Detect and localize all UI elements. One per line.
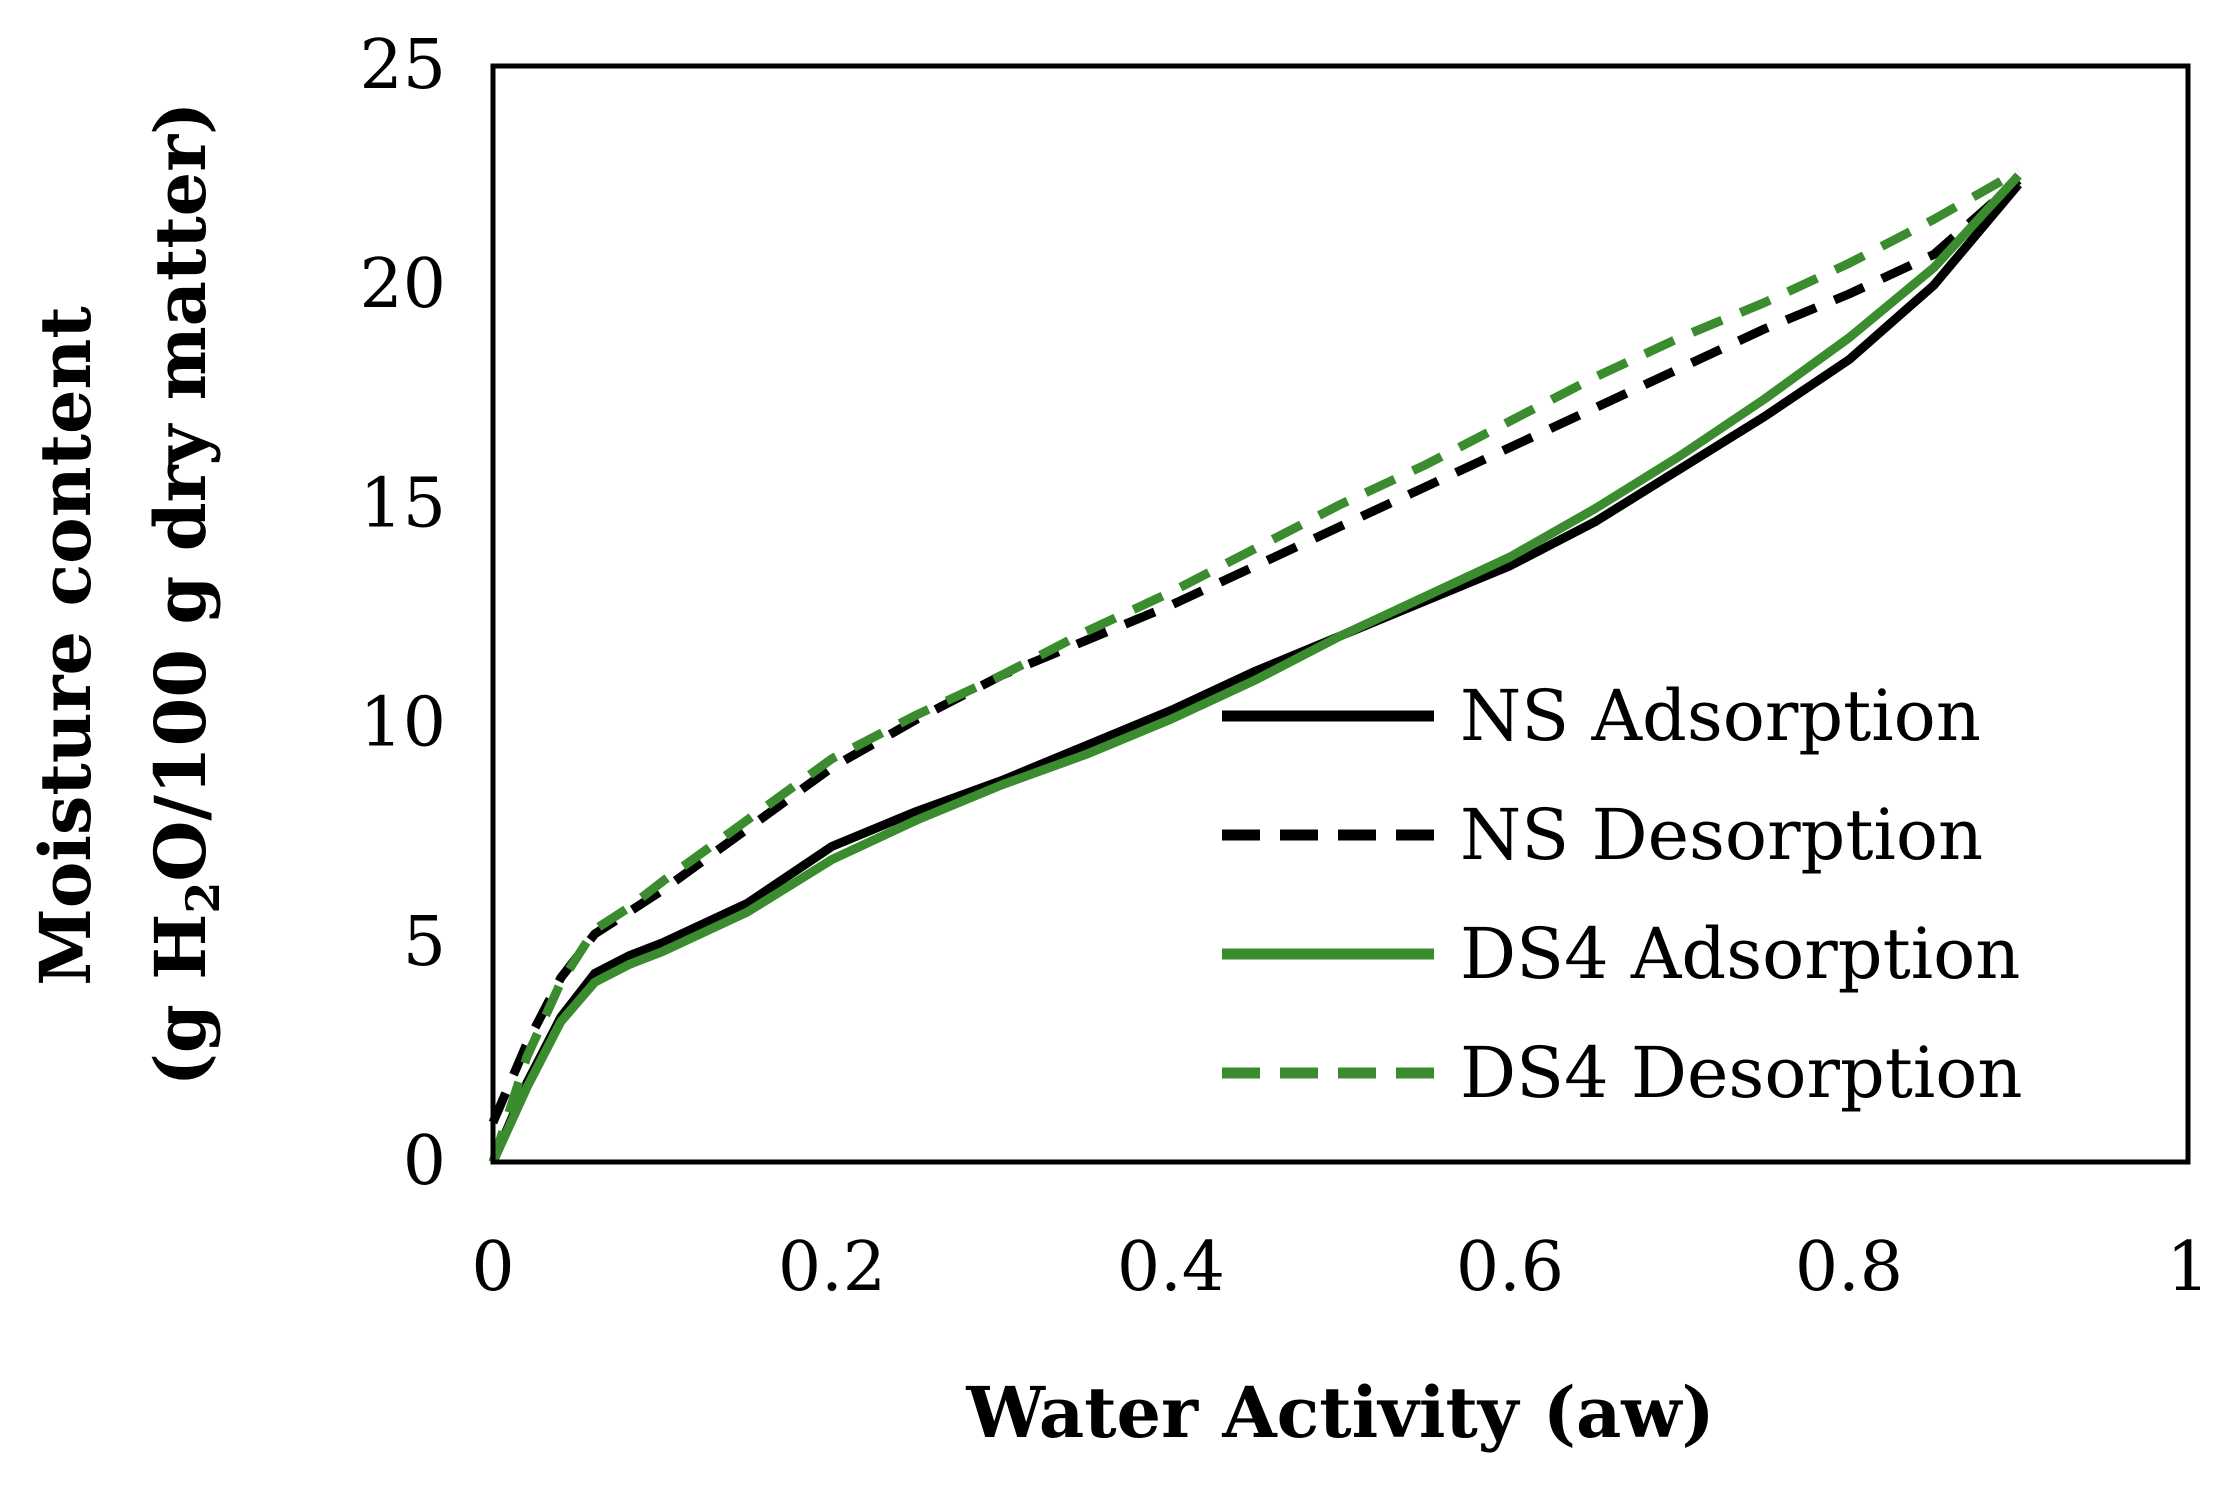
series-line: [488, 172, 2022, 1164]
legend-label: DS4 Adsorption: [1460, 913, 2020, 995]
y-tick-label: 15: [359, 464, 446, 543]
legend-label: NS Adsorption: [1460, 675, 1981, 757]
legend-label: DS4 Desorption: [1460, 1032, 2023, 1114]
legend-label: NS Desorption: [1460, 794, 1983, 876]
x-tick-label: 0.4: [1117, 1228, 1225, 1307]
y-tick-label: 5: [403, 903, 446, 982]
series-layer: [488, 167, 2022, 1164]
y-tick-label: 20: [359, 245, 446, 324]
x-tick-label: 1: [2166, 1228, 2209, 1307]
y-axis-ticks: 0 5 10 15 20 25: [359, 26, 446, 1201]
y-axis-title-line2: (g H2O/100 g dry matter): [139, 102, 230, 1086]
x-tick-label: 0: [471, 1228, 514, 1307]
y-tick-label: 0: [403, 1122, 446, 1201]
series-line: [488, 167, 2021, 1164]
x-tick-label: 0.8: [1795, 1228, 1903, 1307]
x-axis-ticks: 0 0.2 0.4 0.6 0.8 1: [471, 1228, 2209, 1307]
y-axis-title-suffix: O/100 g dry matter): [139, 102, 222, 882]
x-tick-label: 0.2: [778, 1228, 886, 1307]
y-axis-title-subscript: 2: [176, 882, 230, 914]
y-tick-label: 25: [359, 26, 446, 105]
y-axis-title-prefix: (g H: [139, 914, 222, 1087]
x-tick-label: 0.6: [1456, 1228, 1564, 1307]
y-tick-label: 10: [359, 684, 446, 763]
legend: NS Adsorption NS Desorption DS4 Adsorption…: [1222, 675, 2023, 1114]
x-axis-title: Water Activity (aw): [965, 1371, 1714, 1454]
y-axis-title-line1: Moisture content: [24, 306, 107, 986]
series-line: [488, 181, 2022, 1164]
plot-area-frame: [490, 63, 2191, 1165]
y-axis-title: Moisture content (g H2O/100 g dry matter…: [24, 102, 230, 1086]
